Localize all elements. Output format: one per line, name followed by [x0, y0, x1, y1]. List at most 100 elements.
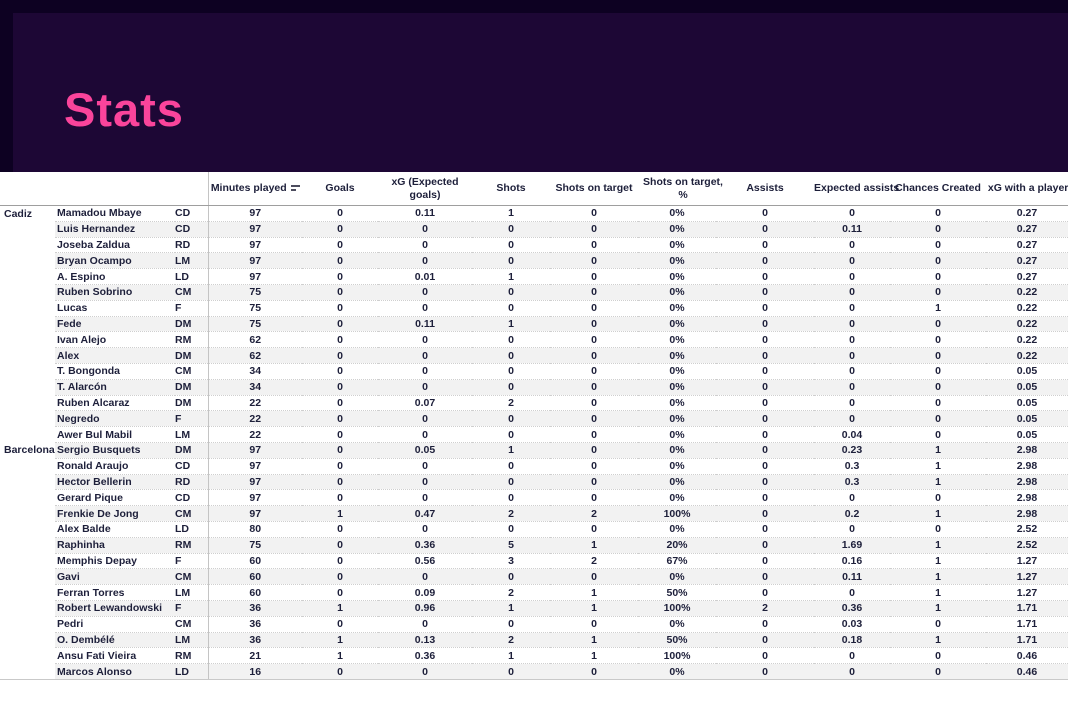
- position-label: RM: [175, 536, 208, 554]
- cell-expected-assists: 0.2: [814, 505, 890, 522]
- header-shots[interactable]: Shots: [472, 172, 550, 206]
- player-name: Robert Lewandowski: [55, 599, 175, 617]
- cell-xg-with-player-on: 0.27: [986, 268, 1068, 285]
- team-label: [0, 268, 55, 285]
- cell-shots: 1: [472, 268, 550, 285]
- cell-expected-assists: 0: [814, 362, 890, 380]
- header-minutes-played[interactable]: Minutes played: [207, 172, 302, 206]
- cell-goals: 0: [302, 536, 378, 554]
- team-label: [0, 568, 55, 585]
- cell-shots-on-target: 0: [550, 378, 638, 396]
- cell-shots-on-target: 0: [550, 268, 638, 285]
- header-assists[interactable]: Assists: [716, 172, 814, 206]
- cell-expected-assists: 0.3: [814, 457, 890, 475]
- header-shots-on-target[interactable]: Shots on target: [550, 172, 638, 206]
- cell-goals: 0: [302, 552, 378, 569]
- cell-goals: 0: [302, 663, 378, 680]
- header-goals[interactable]: Goals: [302, 172, 378, 206]
- cell-shots: 2: [472, 631, 550, 648]
- header-chances-created[interactable]: Chances Created: [890, 172, 986, 206]
- cell-xg-with-player-on: 1.71: [986, 631, 1068, 648]
- cell-goals: 0: [302, 426, 378, 443]
- cell-minutes: 34: [207, 378, 302, 396]
- table-row: Bryan Ocampo LM 97 0 0 0 0 0% 0 0 0 0.27: [0, 252, 1068, 269]
- cell-expected-assists: 0.18: [814, 631, 890, 648]
- cell-xg-with-player-on: 0.05: [986, 410, 1068, 427]
- table-row: Hector Bellerin RD 97 0 0 0 0 0% 0 0.3 1…: [0, 473, 1068, 490]
- cell-xg: 0: [378, 520, 472, 538]
- header-position: [175, 172, 208, 206]
- cell-shots: 1: [508, 207, 514, 220]
- cell-xg: 0.01: [378, 268, 472, 285]
- team-label: [0, 284, 55, 301]
- position-label: LM: [175, 252, 208, 269]
- cell-expected-assists: 0: [814, 347, 890, 364]
- cell-chances-created: 0: [890, 220, 986, 238]
- cell-shots-on-target-pct: 50%: [638, 631, 716, 648]
- cell-xg: 0: [378, 410, 472, 427]
- player-name: T. Bongonda: [55, 362, 175, 380]
- player-name: Memphis Depay: [55, 552, 175, 569]
- cell-goals: 1: [302, 599, 378, 617]
- cell-shots-on-target-pct: 0%: [638, 473, 716, 490]
- cell-chances-created: 0: [890, 268, 986, 285]
- cell-chances-created: 0: [890, 520, 986, 538]
- table-row: Joseba Zaldua RD 97 0 0 0 0 0% 0 0 0 0.2…: [0, 236, 1068, 253]
- cell-goals: 0: [302, 347, 378, 364]
- cell-assists: 0: [716, 536, 814, 554]
- cell-minutes: 21: [207, 647, 302, 664]
- cell-minutes: 97: [207, 441, 302, 459]
- cell-shots-on-target: 1: [550, 599, 638, 617]
- cell-xg: 0: [378, 663, 472, 680]
- position-label: DM: [175, 315, 208, 332]
- table-row: Marcos Alonso LD 16 0 0 0 0 0% 0 0 0 0.4…: [0, 663, 1068, 680]
- cell-goals: 0: [302, 394, 378, 411]
- team-label: [0, 221, 55, 238]
- cell-goals: 0: [302, 362, 378, 380]
- header-xg[interactable]: xG (Expected goals): [378, 172, 472, 206]
- cell-shots: 2: [472, 394, 550, 411]
- slide-header: Stats: [0, 0, 1068, 172]
- cell-xg-with-player-on: 0.05: [986, 394, 1068, 411]
- player-name: Awer Bul Mabil: [55, 426, 175, 443]
- cell-expected-assists: 0: [814, 489, 890, 506]
- player-name: Negredo: [55, 410, 175, 427]
- cell-assists: 0: [716, 220, 814, 238]
- team-label: [0, 600, 55, 617]
- cell-minutes: 22: [207, 394, 302, 411]
- player-name: Raphinha: [55, 536, 175, 554]
- cell-shots-on-target: 0: [550, 426, 638, 443]
- player-stats-table: Minutes played Goals xG (Expected goals)…: [0, 172, 1068, 680]
- position-label: F: [175, 552, 208, 569]
- table-row: Gavi CM 60 0 0 0 0 0% 0 0.11 1 1.27: [0, 568, 1068, 585]
- cell-expected-assists: 0: [814, 410, 890, 427]
- cell-chances-created: 0: [890, 362, 986, 380]
- position-label: DM: [175, 394, 208, 411]
- cell-shots-on-target-pct: 0%: [638, 268, 716, 285]
- cell-assists: 0: [716, 362, 814, 380]
- cell-chances-created: 1: [890, 599, 986, 617]
- header-shots-on-target-pct[interactable]: Shots on target, %: [638, 172, 723, 206]
- cell-shots: 2: [472, 584, 550, 601]
- cell-xg-with-player-on: 0.05: [986, 362, 1068, 380]
- header-expected-assists[interactable]: Expected assists: [814, 172, 899, 206]
- header-xg-with-player-on[interactable]: xG with a player on: [986, 172, 1068, 206]
- player-name: Alex Balde: [55, 520, 175, 538]
- team-label: [0, 300, 55, 317]
- cell-expected-assists: 0.03: [814, 615, 890, 633]
- cell-shots-on-target-pct: 0%: [638, 615, 716, 633]
- cell-assists: 0: [716, 568, 814, 585]
- cell-shots: 0: [472, 615, 550, 633]
- cell-xg-with-player-on: 2.52: [986, 536, 1068, 554]
- cell-chances-created: 0: [890, 410, 986, 427]
- table-row: T. Bongonda CM 34 0 0 0 0 0% 0 0 0 0.05: [0, 362, 1068, 380]
- cell-assists: 2: [716, 599, 814, 617]
- cell-assists: 0: [716, 410, 814, 427]
- table-row: Frenkie De Jong CM 97 1 0.47 2 2 100% 0 …: [0, 505, 1068, 522]
- team-label: Barcelona: [0, 442, 55, 459]
- cell-shots-on-target-pct: 0%: [638, 457, 716, 475]
- position-label: LM: [175, 426, 208, 443]
- cell-xg: 0: [378, 473, 472, 490]
- player-name: Marcos Alonso: [55, 663, 175, 680]
- cell-goals: 1: [302, 505, 378, 522]
